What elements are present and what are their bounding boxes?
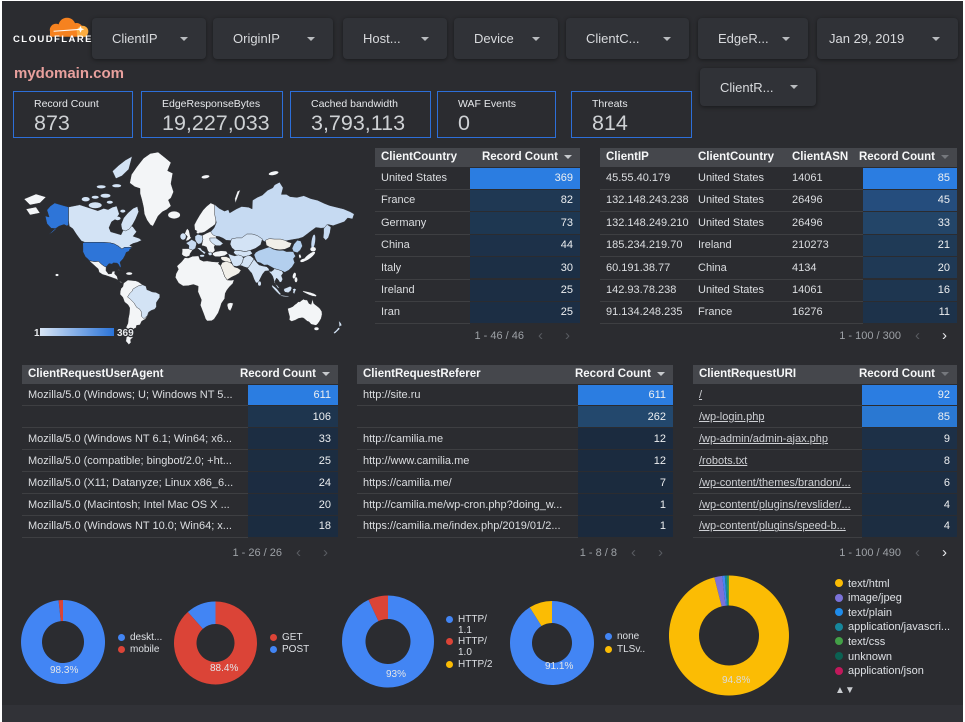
svg-text:1: 1 [34, 328, 40, 339]
svg-text:369: 369 [117, 328, 134, 339]
